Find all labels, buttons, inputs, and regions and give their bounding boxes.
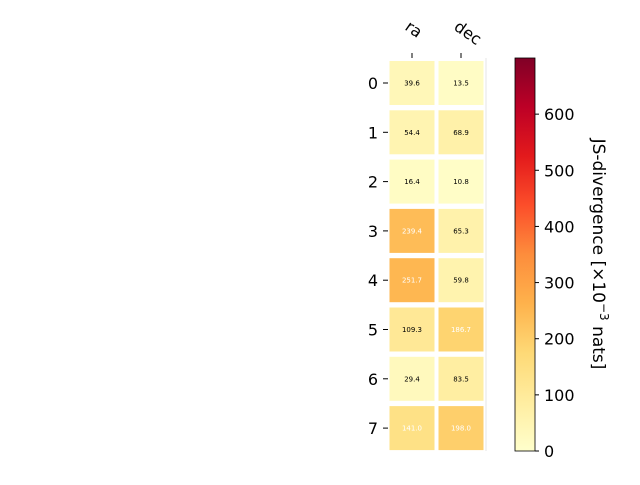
cell-value-label: 13.5: [453, 80, 469, 88]
x-tick-label: ra: [402, 17, 426, 42]
y-tick-label: 3: [368, 222, 378, 241]
colorbar-tick-label: 0: [544, 442, 554, 461]
y-tick-label: 2: [368, 173, 378, 192]
heatmap-cell: [438, 356, 484, 401]
heatmap-grid: 39.6 13.5 0 54.4 68.9 1 16.4 10.8 2 239.4 65.3 3 251…: [368, 17, 487, 451]
cell-value-label: 16.4: [404, 178, 420, 186]
heatmap-cell: [438, 208, 484, 253]
heatmap-cell: [389, 208, 435, 253]
heatmap-cell: [389, 307, 435, 352]
heatmap-cell: [389, 61, 435, 105]
y-tick-label: 6: [368, 370, 378, 389]
cell-value-label: 68.9: [453, 129, 469, 137]
y-tick-label: 7: [368, 419, 378, 438]
colorbar-tick-label: 600: [544, 105, 575, 124]
colorbar-label-prefix: JS-divergence [×10: [588, 138, 608, 303]
heatmap-cell: [389, 356, 435, 401]
cell-value-label: 109.3: [402, 326, 422, 334]
colorbar-label-exponent: −3: [597, 303, 611, 321]
cell-value-label: 65.3: [453, 227, 469, 235]
colorbar-tick-label: 300: [544, 274, 575, 293]
heatmap-cell: [438, 258, 484, 303]
cell-value-label: 39.6: [404, 80, 420, 88]
heatmap-cell: [438, 159, 484, 204]
cell-value-label: 141.0: [402, 425, 422, 433]
heatmap-cell: [389, 110, 435, 155]
colorbar-tick-label: 100: [544, 386, 575, 405]
heatmap-cell: [438, 307, 484, 352]
y-tick-label: 5: [368, 321, 378, 340]
cell-value-label: 10.8: [453, 178, 469, 186]
heatmap-cell: [389, 258, 435, 303]
cell-value-label: 239.4: [402, 227, 423, 235]
colorbar-label-suffix: nats]: [588, 321, 608, 370]
y-tick-label: 1: [368, 123, 378, 142]
heatmap-cell: [389, 406, 435, 451]
cell-value-label: 29.4: [404, 375, 420, 383]
y-tick-label: 4: [368, 271, 378, 290]
cell-value-label: 198.0: [451, 425, 471, 433]
cell-value-label: 54.4: [404, 129, 420, 137]
colorbar-gradient: [514, 57, 536, 452]
x-tick-label: dec: [451, 17, 485, 49]
cell-value-label: 251.7: [402, 277, 422, 285]
y-tick-label: 0: [368, 74, 378, 93]
heatmap-cell: [389, 159, 435, 204]
cell-value-label: 59.8: [453, 277, 469, 285]
colorbar-label: JS-divergence [×10−3 nats]: [588, 138, 611, 370]
heatmap-cell: [438, 110, 484, 155]
colorbar-tick-label: 200: [544, 330, 575, 349]
colorbar-tick-label: 500: [544, 161, 575, 180]
heatmap-cell: [438, 406, 484, 451]
colorbar: 0 100 200 300 400 500 600 JS-divergence [×10−3 …: [514, 57, 611, 461]
cell-value-label: 83.5: [453, 375, 469, 383]
heatmap-cell: [438, 61, 484, 105]
cell-value-label: 186.7: [451, 326, 471, 334]
colorbar-tick-label: 400: [544, 217, 575, 236]
